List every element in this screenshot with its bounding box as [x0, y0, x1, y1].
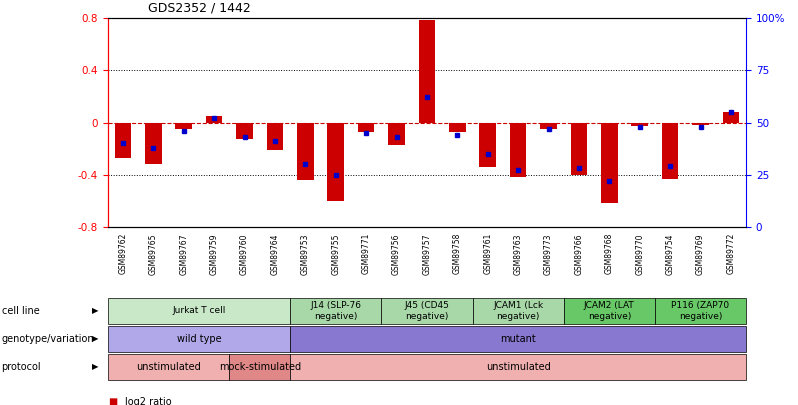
Bar	[480, 123, 496, 167]
Bar	[722, 112, 739, 123]
Bar	[510, 123, 527, 177]
Text: log2 ratio: log2 ratio	[125, 397, 172, 405]
Bar	[449, 123, 466, 132]
Text: wild type: wild type	[176, 334, 221, 344]
Bar	[662, 123, 678, 179]
Bar	[327, 123, 344, 201]
Bar	[297, 123, 314, 180]
Bar	[571, 123, 587, 175]
Text: Jurkat T cell: Jurkat T cell	[172, 306, 226, 315]
Text: JCAM2 (LAT
negative): JCAM2 (LAT negative)	[584, 301, 634, 320]
Text: ▶: ▶	[92, 334, 98, 343]
Bar	[145, 123, 162, 164]
Bar	[631, 123, 648, 126]
Text: genotype/variation: genotype/variation	[2, 334, 94, 344]
Text: mutant: mutant	[500, 334, 536, 344]
Text: mock-stimulated: mock-stimulated	[219, 362, 301, 372]
Text: ▶: ▶	[92, 306, 98, 315]
Text: ▶: ▶	[92, 362, 98, 371]
Bar	[419, 19, 435, 123]
Bar	[388, 123, 405, 145]
Text: JCAM1 (Lck
negative): JCAM1 (Lck negative)	[493, 301, 543, 320]
Bar	[236, 123, 253, 139]
Text: ■: ■	[108, 397, 117, 405]
Bar	[176, 123, 192, 129]
Text: J45 (CD45
negative): J45 (CD45 negative)	[405, 301, 449, 320]
Bar	[540, 123, 557, 129]
Text: unstimulated: unstimulated	[486, 362, 551, 372]
Bar	[115, 123, 132, 158]
Bar	[267, 123, 283, 150]
Text: P116 (ZAP70
negative): P116 (ZAP70 negative)	[671, 301, 729, 320]
Bar	[358, 123, 374, 132]
Text: unstimulated: unstimulated	[136, 362, 201, 372]
Text: cell line: cell line	[2, 306, 39, 316]
Text: protocol: protocol	[2, 362, 41, 372]
Bar	[206, 116, 223, 123]
Bar	[692, 123, 709, 125]
Bar	[601, 123, 618, 203]
Text: J14 (SLP-76
negative): J14 (SLP-76 negative)	[310, 301, 361, 320]
Text: GDS2352 / 1442: GDS2352 / 1442	[148, 1, 251, 14]
